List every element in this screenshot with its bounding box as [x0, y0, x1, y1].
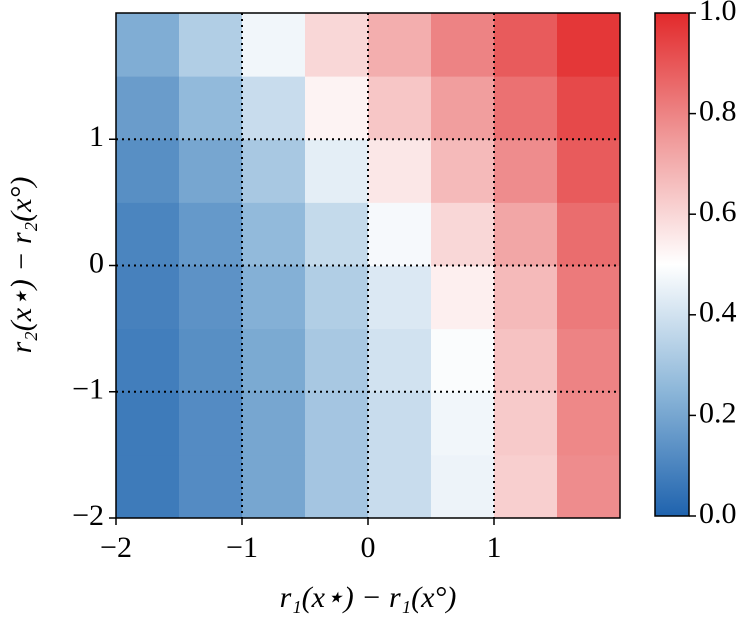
heatmap-cell [305, 13, 369, 77]
colorbar-tick-label: 1.0 [699, 0, 737, 27]
heatmap-cell [242, 13, 306, 77]
x-axis-label: r₁(x⋆) − r₁(x°) [280, 581, 457, 614]
heatmap-cell [179, 328, 243, 393]
y-tick-label: −2 [72, 499, 104, 532]
y-tick-label: 0 [89, 246, 104, 279]
heatmap-cell [557, 328, 621, 393]
heatmap-cell [431, 139, 495, 203]
heatmap-cell [116, 139, 180, 203]
heatmap-cell [431, 76, 495, 140]
heatmap-cell [557, 202, 621, 266]
heatmap-cell [494, 391, 558, 456]
heatmap-cell [305, 454, 369, 519]
heatmap-cell [116, 328, 180, 393]
heatmap-cell [368, 328, 432, 393]
heatmap-cell [116, 265, 180, 330]
heatmap-cell [242, 202, 306, 266]
heatmap-cell [179, 265, 243, 330]
heatmap-cell [368, 454, 432, 519]
colorbar-tick-label: 0.0 [699, 497, 737, 530]
heatmap-cell [305, 328, 369, 393]
heatmap-cell [116, 391, 180, 456]
heatmap-cell [431, 265, 495, 330]
y-tick-label: 1 [89, 120, 104, 153]
heatmap-cell [494, 328, 558, 393]
heatmap-cell [557, 76, 621, 140]
heatmap-cell [179, 139, 243, 203]
heatmap-cell [494, 454, 558, 519]
heatmap-cell [242, 454, 306, 519]
heatmap-cell [242, 328, 306, 393]
heatmap-cell [368, 139, 432, 203]
heatmap-cell [557, 265, 621, 330]
heatmap-cell [494, 139, 558, 203]
heatmap-cell [557, 391, 621, 456]
heatmap-cell [179, 76, 243, 140]
heatmap-cell [494, 265, 558, 330]
colorbar-tick-label: 0.8 [699, 94, 737, 127]
heatmap-cell [242, 391, 306, 456]
heatmap-cell [305, 76, 369, 140]
heatmap-cell [116, 454, 180, 519]
heatmap-cell [431, 391, 495, 456]
heatmap-cell [242, 76, 306, 140]
heatmap-cell [179, 454, 243, 519]
heatmap-cell [494, 202, 558, 266]
heatmap-cell [305, 139, 369, 203]
heatmap-cell [557, 13, 621, 77]
heatmap-cell [368, 13, 432, 77]
x-tick-label: 1 [487, 531, 502, 564]
heatmap-cell [179, 202, 243, 266]
heatmap-cell [305, 202, 369, 266]
x-tick-label: −1 [226, 531, 258, 564]
heatmap-cell [431, 202, 495, 266]
heatmap-cell [179, 13, 243, 77]
heatmap-cell [368, 202, 432, 266]
colorbar-tick-label: 0.2 [699, 396, 737, 429]
heatmap-cell [179, 391, 243, 456]
heatmap-cell [116, 13, 180, 77]
heatmap-cell [368, 76, 432, 140]
y-axis-label: r₂(x⋆) − r₂(x°) [5, 177, 38, 354]
colorbar-tick-label: 0.6 [699, 195, 737, 228]
heatmap-cell [242, 139, 306, 203]
heatmap-cell [242, 265, 306, 330]
x-tick-label: 0 [361, 531, 376, 564]
heatmap-cell [494, 76, 558, 140]
heatmap-cell [116, 76, 180, 140]
heatmap [116, 13, 621, 519]
plot-frame [115, 12, 621, 519]
heatmap-cell [305, 391, 369, 456]
heatmap-cell [557, 454, 621, 519]
heatmap-cell [368, 391, 432, 456]
x-tick-label: −2 [100, 531, 132, 564]
heatmap-cell [431, 454, 495, 519]
heatmap-cell [116, 202, 180, 266]
heatmap-cell [431, 328, 495, 393]
colorbar [654, 12, 690, 517]
heatmap-cell [494, 13, 558, 77]
colorbar-tick-label: 0.4 [699, 296, 737, 329]
heatmap-cell [305, 265, 369, 330]
heatmap-cell [368, 265, 432, 330]
y-tick-label: −1 [72, 373, 104, 406]
heatmap-cell [557, 139, 621, 203]
heatmap-cell [431, 13, 495, 77]
